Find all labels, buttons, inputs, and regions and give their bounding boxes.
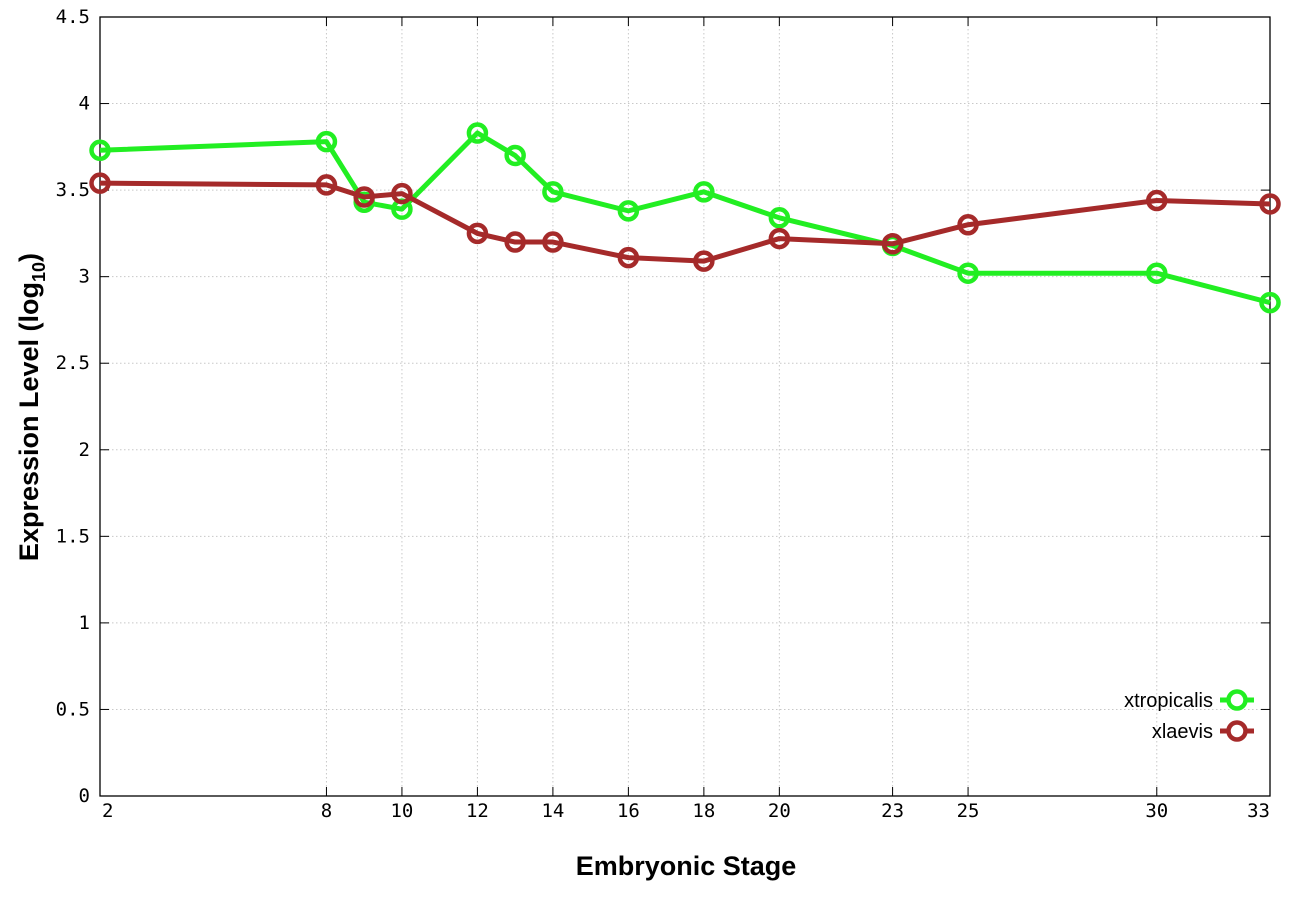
ticks — [99, 16, 1271, 797]
x-tick-label: 23 — [881, 800, 904, 822]
data-point-xtropicalis — [1146, 262, 1168, 284]
x-tick-label: 16 — [617, 800, 640, 822]
data-point-xlaevis — [466, 222, 489, 245]
y-axis-title-main: Expression Level (log — [14, 282, 44, 561]
x-tick-label: 33 — [1247, 800, 1270, 822]
data-point-xtropicalis — [957, 262, 979, 284]
data-point-xtropicalis — [504, 144, 526, 167]
data-point-xtropicalis — [1259, 291, 1281, 314]
legend-marker-xlaevis — [1226, 720, 1248, 742]
x-tick-label: 10 — [390, 800, 413, 822]
legend-label-xtropicalis: xtropicalis — [1124, 690, 1213, 712]
x-tick-label: 30 — [1145, 800, 1168, 822]
x-tick-label: 20 — [768, 800, 791, 822]
data-point-xlaevis — [542, 231, 564, 253]
y-tick-label: 0 — [79, 785, 90, 807]
tick-labels: 0 0.5 1 1.5 2 2.5 3 3.5 4 4.5 2 8 10 12 14 16 18 20 23 25 30… — [56, 6, 1270, 822]
data-point-xtropicalis — [89, 139, 111, 162]
legend: xtropicalis xlaevis — [1124, 689, 1254, 743]
data-point-xtropicalis — [768, 207, 791, 229]
x-tick-label: 25 — [957, 800, 980, 822]
grid — [100, 17, 1270, 796]
data-point-xlaevis — [1146, 189, 1168, 212]
x-tick-label: 2 — [102, 800, 113, 822]
y-axis-title: Expression Level (log10) — [14, 253, 49, 561]
data-point-xtropicalis — [315, 130, 338, 153]
series-xlaevis — [89, 172, 1281, 272]
data-point-xtropicalis — [693, 181, 715, 203]
y-tick-label: 4 — [79, 93, 90, 115]
x-axis-title: Embryonic Stage — [576, 851, 797, 881]
data-point-xtropicalis — [617, 200, 640, 222]
y-axis-title-subscript: 10 — [29, 262, 49, 282]
data-point-xlaevis — [693, 250, 715, 272]
series — [89, 122, 1281, 314]
y-tick-label: 0.5 — [56, 698, 90, 720]
legend-marker-xtropicalis — [1226, 689, 1248, 711]
series-xtropicalis — [89, 122, 1281, 314]
plot-frame — [99, 16, 1271, 797]
y-tick-label: 3.5 — [56, 179, 90, 201]
data-point-xlaevis — [315, 174, 338, 196]
data-point-xlaevis — [89, 172, 111, 194]
x-tick-label: 14 — [541, 800, 564, 822]
y-tick-label: 2.5 — [56, 352, 90, 374]
x-tick-label: 12 — [466, 800, 489, 822]
data-point-xlaevis — [768, 227, 791, 250]
x-tick-label: 18 — [692, 800, 715, 822]
legend-label-xlaevis: xlaevis — [1152, 721, 1213, 743]
y-tick-label: 2 — [79, 439, 90, 461]
data-point-xlaevis — [957, 213, 979, 236]
data-point-xlaevis — [881, 233, 904, 255]
data-point-xlaevis — [391, 182, 413, 205]
data-point-xlaevis — [1259, 193, 1281, 215]
y-axis-title-close: ) — [14, 253, 44, 262]
data-point-xlaevis — [504, 231, 526, 253]
data-point-xtropicalis — [466, 122, 489, 144]
y-tick-label: 1 — [79, 612, 90, 634]
y-tick-label: 4.5 — [56, 6, 90, 28]
data-point-xtropicalis — [542, 181, 564, 203]
data-point-xlaevis — [617, 246, 640, 269]
data-point-xlaevis — [353, 186, 375, 208]
y-tick-label: 3 — [79, 266, 90, 288]
x-tick-label: 8 — [321, 800, 332, 822]
y-tick-label: 1.5 — [56, 525, 90, 547]
series-line-xtropicalis — [99, 130, 1271, 306]
